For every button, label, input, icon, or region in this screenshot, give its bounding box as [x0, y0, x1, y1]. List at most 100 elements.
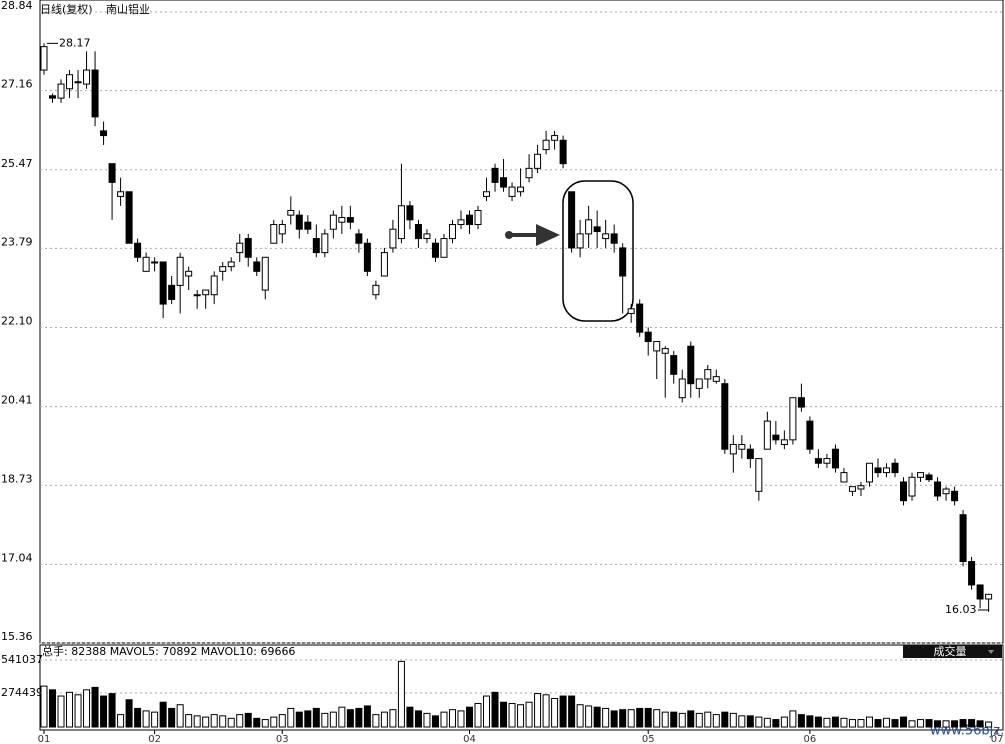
candle-body [831, 448, 839, 469]
candle-body [491, 167, 499, 183]
volume-bar [202, 716, 210, 728]
candle-body [670, 355, 678, 375]
y-tick-label: 28.84 [1, 0, 33, 12]
volume-bar [244, 712, 252, 728]
indicator-label[interactable]: 成交量 [934, 644, 967, 658]
volume-bar [525, 701, 533, 728]
candle-body [602, 233, 610, 240]
candle-body [397, 205, 405, 240]
volume-bar [636, 707, 644, 728]
volume-bar [491, 691, 499, 728]
volume-bar [985, 721, 993, 728]
volume-bar [380, 711, 388, 728]
volume-bar [414, 710, 422, 728]
volume-bar [457, 710, 465, 728]
volume-bar [389, 709, 397, 728]
volume-bar [551, 698, 559, 728]
candle-body [346, 216, 354, 223]
volume-bar [908, 720, 916, 728]
candle-body [619, 247, 627, 277]
candle-body [210, 275, 218, 296]
volume-tick-label: 274439 [1, 686, 43, 699]
volume-bar [151, 711, 159, 728]
y-tick-label: 25.47 [1, 157, 33, 170]
volume-bar [746, 715, 754, 728]
candle-body [610, 233, 618, 244]
candle-body [304, 221, 312, 230]
candle-body [151, 261, 159, 264]
volume-bar [755, 716, 763, 728]
candle-body [712, 376, 720, 382]
volume-bar [882, 717, 890, 728]
x-tick-label: 04 [463, 734, 476, 744]
candle-body [551, 135, 559, 141]
dropdown-icon[interactable] [988, 650, 994, 654]
volume-bar [738, 715, 746, 728]
candle-body [729, 444, 737, 455]
candle-body [525, 167, 533, 179]
candle-body [440, 238, 448, 258]
candle-body [142, 256, 150, 272]
volume-bar [789, 710, 797, 728]
volume-bar [83, 689, 91, 728]
volume-bar [40, 685, 48, 728]
volume-bar [363, 705, 371, 728]
volume-bar [448, 709, 456, 728]
y-tick-label: 17.04 [1, 551, 33, 564]
candle-body [704, 369, 712, 380]
candle-body [882, 467, 890, 474]
volume-bar [934, 720, 942, 728]
candle-body [780, 439, 788, 446]
candle-body [917, 472, 925, 478]
volume-bar [848, 719, 856, 728]
volume-bar [295, 711, 303, 728]
volume-bar [976, 720, 984, 728]
volume-bar [176, 704, 184, 728]
volume-bar [134, 707, 142, 728]
candle-body [372, 284, 380, 296]
candle-body [202, 289, 210, 296]
price-frame [39, 0, 1004, 644]
volume-bar [261, 719, 269, 728]
candle-body [125, 191, 133, 244]
volume-bar [500, 701, 508, 728]
volume-tick-label: 541037 [1, 653, 43, 666]
candle-body [840, 472, 848, 483]
candle-body [865, 462, 873, 483]
candle-body [959, 514, 967, 563]
y-tick-label: 23.79 [1, 235, 33, 248]
candle-body [738, 444, 746, 450]
candle-body [661, 348, 669, 354]
volume-bar [474, 702, 482, 728]
candle-body [593, 226, 601, 233]
volume-bar [100, 695, 108, 728]
volume-bar [695, 712, 703, 728]
candle-body [687, 345, 695, 385]
candle-body [857, 485, 865, 490]
volume-bar [406, 706, 414, 728]
max-label: 28.17 [59, 36, 91, 49]
candle-body [389, 228, 397, 249]
volume-bar [925, 719, 933, 728]
volume-bar [159, 701, 167, 728]
volume-bar [508, 702, 516, 728]
candle-body [848, 486, 856, 492]
candle-body [508, 186, 516, 197]
volume-bar [338, 706, 346, 728]
volume-bar [397, 660, 405, 728]
candle-body [227, 261, 235, 268]
indicator-button[interactable] [903, 645, 1002, 658]
candle-body [74, 81, 82, 84]
volume-bar [542, 694, 550, 728]
volume-header: 总手: 82388 MAVOL5: 70892 MAVOL10: 69666 [42, 644, 295, 658]
volume-bar [687, 710, 695, 728]
candle-body [168, 284, 176, 300]
arrow-head [536, 224, 560, 246]
candle-body [134, 242, 142, 258]
volume-bar [610, 710, 618, 728]
candle-body [185, 270, 193, 277]
candle-body [474, 209, 482, 226]
y-tick-label: 22.10 [1, 315, 33, 328]
candle-body [806, 420, 814, 450]
